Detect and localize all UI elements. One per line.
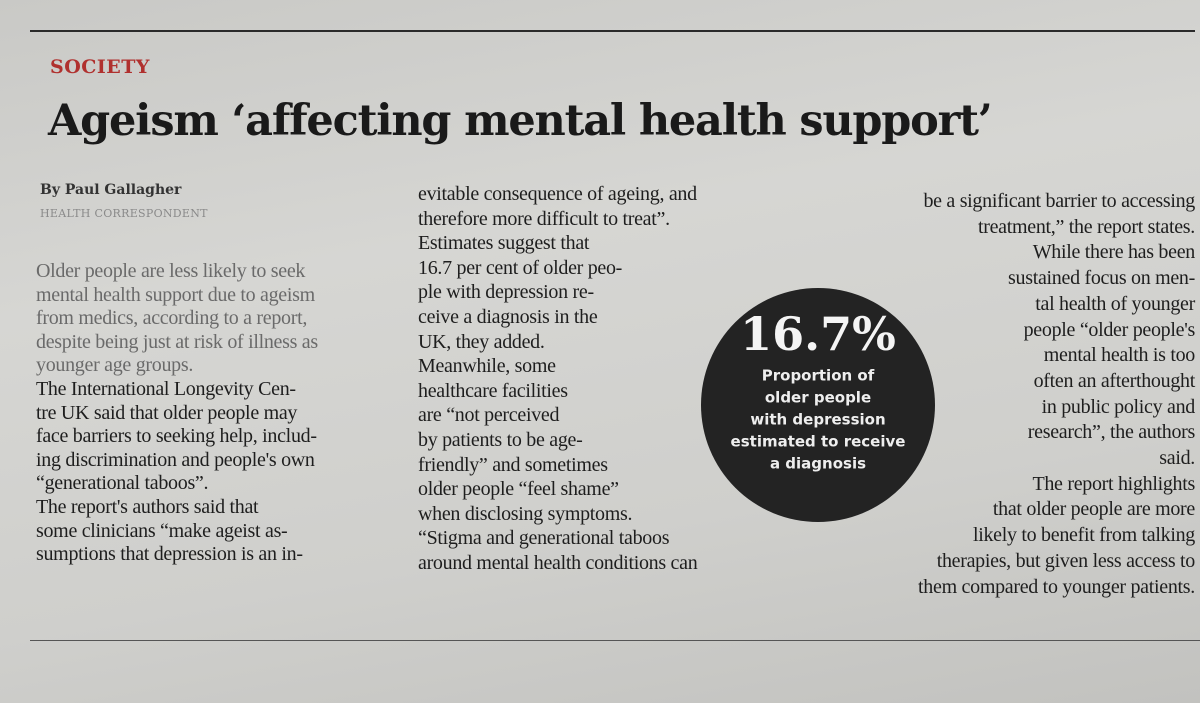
text-line: 16.7 per cent of older peo-	[418, 256, 623, 279]
callout-circle	[701, 288, 935, 522]
text-line: mental health is too	[1043, 344, 1196, 367]
text-line: face barriers to seeking help, includ-	[36, 425, 317, 448]
text-line: treatment,” the report states.	[977, 215, 1195, 238]
text-line: The International Longevity Cen-	[36, 378, 296, 400]
text-line: sustained focus on men-	[1008, 267, 1195, 290]
text-line: therefore more difficult to treat”.	[418, 207, 670, 230]
role: HEALTH CORRESPONDENT	[40, 207, 208, 220]
text-line: around mental health conditions can	[418, 552, 698, 574]
text-line: in public policy and	[1041, 395, 1196, 418]
text-line: tre UK said that older people may	[36, 401, 298, 424]
text-line: sumptions that depression is an in-	[36, 543, 303, 566]
text-line: Estimates suggest that	[418, 232, 590, 255]
callout-caption: estimated to receive	[731, 433, 906, 451]
text-line: friendly” and sometimes	[418, 453, 608, 476]
text-line: “generational taboos”.	[36, 472, 209, 495]
text-line: Older people are less likely to seek	[36, 260, 306, 282]
callout-caption: Proportion of	[762, 367, 875, 385]
text-line: research”, the authors	[1027, 421, 1196, 444]
text-line: tal health of younger	[1035, 292, 1195, 315]
section-label: SOCIETY	[50, 56, 150, 78]
text-line: by patients to be age-	[418, 429, 583, 451]
text-line: The report highlights	[1032, 472, 1195, 495]
text-line: mental health support due to ageism	[36, 283, 315, 306]
text-line: “Stigma and generational taboos	[418, 527, 670, 550]
headline: Ageism ‘affecting mental health support’	[48, 96, 993, 146]
text-line: from medics, according to a report,	[36, 307, 308, 330]
text-line: some clinicians “make ageist as-	[36, 519, 288, 542]
text-line: older people “feel shame”	[418, 478, 619, 501]
text-line: The report's authors said that	[36, 496, 259, 518]
text-line: evitable consequence of ageing, and	[418, 183, 697, 205]
text-line: people “older people's	[1023, 318, 1196, 341]
text-line: UK, they added.	[418, 330, 545, 353]
callout-caption: a diagnosis	[770, 455, 866, 473]
text-line: likely to benefit from talking	[972, 524, 1195, 547]
text-line: younger age groups.	[36, 354, 194, 377]
text-line: despite being just at risk of illness as	[36, 330, 318, 353]
top-rule	[30, 30, 1195, 32]
text-line: Meanwhile, some	[418, 355, 556, 378]
callout-caption: with depression	[750, 411, 885, 429]
text-line: said.	[1159, 447, 1195, 469]
bottom-rule	[30, 640, 1200, 641]
text-line: therapies, but given less access to	[936, 549, 1196, 572]
text-line: ceive a diagnosis in the	[418, 306, 598, 328]
text-line: While there has been	[1032, 241, 1196, 264]
text-line: that older people are more	[992, 498, 1195, 521]
text-line: ple with depression re-	[418, 281, 594, 304]
text-line: them compared to younger patients.	[918, 575, 1195, 598]
byline: By Paul Gallagher	[40, 182, 182, 198]
text-line: ing discrimination and people's own	[36, 448, 315, 471]
text-line: often an afterthought	[1033, 369, 1196, 392]
text-line: healthcare facilities	[418, 379, 568, 402]
text-line: are “not perceived	[418, 404, 560, 427]
text-line: when disclosing symptoms.	[418, 502, 633, 525]
callout-caption: older people	[765, 389, 871, 407]
text-line: be a significant barrier to accessing	[923, 190, 1195, 212]
callout-stat: 16.7%	[740, 307, 896, 361]
